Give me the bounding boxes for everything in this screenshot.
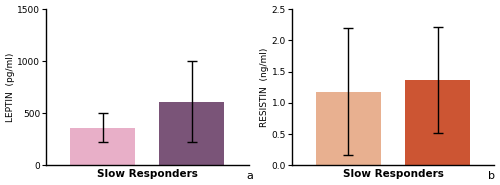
Text: a: a	[246, 171, 254, 181]
Text: b: b	[488, 171, 495, 181]
Bar	[405, 80, 470, 165]
Y-axis label: LEPTIN  (pg/ml): LEPTIN (pg/ml)	[6, 53, 15, 122]
Bar	[160, 102, 224, 165]
X-axis label: Slow Responders: Slow Responders	[97, 169, 198, 179]
Y-axis label: RESISTIN  (ng/ml): RESISTIN (ng/ml)	[260, 48, 269, 127]
X-axis label: Slow Responders: Slow Responders	[342, 169, 444, 179]
Bar	[316, 92, 381, 165]
Bar	[70, 128, 135, 165]
